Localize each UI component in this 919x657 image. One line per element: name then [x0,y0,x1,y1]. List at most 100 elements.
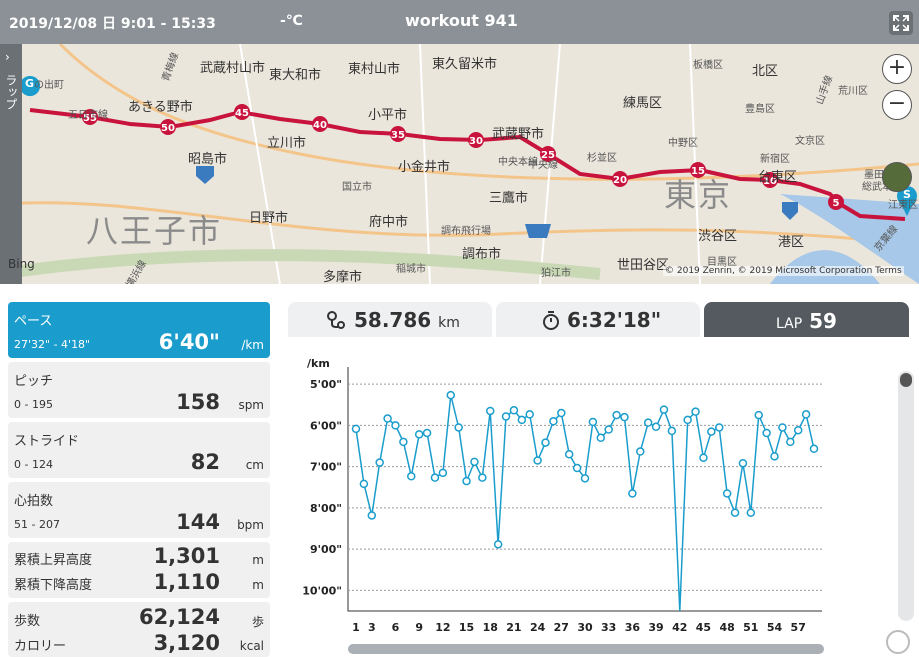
data-point[interactable] [493,540,503,549]
data-point[interactable] [454,423,463,432]
data-point[interactable] [762,428,771,438]
km-marker[interactable] [82,109,98,125]
data-point[interactable] [359,479,369,489]
data-point[interactable] [778,423,787,432]
km-marker[interactable] [160,119,176,135]
place-label: 港区 [778,235,805,250]
km-marker[interactable] [312,116,328,132]
data-point[interactable] [786,437,795,447]
x-tick-label: 15 [459,621,474,634]
data-point[interactable] [667,426,677,436]
data-point[interactable] [375,458,384,467]
data-point[interactable] [628,489,637,498]
data-point[interactable] [509,406,519,415]
data-point[interactable] [383,414,392,423]
tab-lap[interactable]: LAP 59 [704,302,909,337]
data-point[interactable] [722,489,732,498]
data-point[interactable] [643,418,653,427]
data-point[interactable] [588,417,598,427]
data-point[interactable] [557,408,566,418]
scrollbar-thumb[interactable] [900,373,912,387]
tab-distance[interactable]: 58.786 km [288,302,492,337]
stat-heart-rate[interactable]: 心拍数 51 - 207 144 bpm [8,482,270,538]
zoom-out-button[interactable]: − [882,90,912,120]
reset-icon[interactable] [886,630,910,654]
data-point[interactable] [462,476,471,486]
tab-time[interactable]: 6:32'18" [496,302,700,337]
data-point[interactable] [525,410,534,419]
data-point[interactable] [414,430,424,439]
km-marker-label: 40 [313,120,327,131]
fullscreen-icon[interactable] [889,11,913,35]
data-point[interactable] [604,425,613,434]
data-point[interactable] [714,423,724,432]
data-point[interactable] [399,437,408,447]
stat-value: 6'40" [158,330,220,354]
km-marker[interactable] [690,162,706,178]
x-tick-label: 24 [530,621,546,634]
km-marker[interactable] [234,104,250,120]
data-point[interactable] [596,433,606,443]
data-point[interactable] [580,474,590,483]
data-point[interactable] [438,468,448,478]
data-point[interactable] [351,424,361,434]
data-point[interactable] [691,407,700,416]
stat-pace[interactable]: ペース 27'32" - 4'18" 6'40" /km [8,302,270,358]
data-point[interactable] [572,463,582,473]
data-point[interactable] [391,421,400,430]
data-point[interactable] [746,508,756,517]
data-point[interactable] [683,415,692,425]
data-point[interactable] [620,412,629,422]
data-point[interactable] [541,438,550,447]
data-point[interactable] [809,444,819,454]
stat-stride[interactable]: ストライド 0 - 124 82 cm [8,422,270,478]
data-point[interactable] [549,417,558,426]
data-point[interactable] [636,447,645,456]
steps-value: 62,124 [138,605,220,629]
km-marker[interactable] [828,194,844,210]
stat-pitch[interactable]: ピッチ 0 - 195 158 spm [8,362,270,418]
place-label: 中野区 [668,138,698,149]
lap-panel-toggle[interactable]: › ラップ [0,44,22,284]
data-point[interactable] [699,453,708,462]
data-point[interactable] [793,425,803,435]
data-point[interactable] [754,410,763,420]
data-point[interactable] [612,410,621,420]
km-marker[interactable] [612,171,628,187]
data-point[interactable] [430,473,440,482]
km-marker-label: 50 [161,123,175,134]
data-point[interactable] [470,457,479,467]
data-point[interactable] [564,450,574,459]
km-marker-label: 5 [833,198,840,209]
data-point[interactable] [422,428,432,438]
goal-marker[interactable] [20,76,41,106]
route-map[interactable]: 5 10 15 20 25 30 35 40 45 50 55 武蔵村山市 東大和市 東村 [0,44,919,284]
data-point[interactable] [501,412,511,421]
data-point[interactable] [770,452,779,461]
stat-value: 144 [176,510,220,534]
data-point[interactable] [738,458,748,468]
data-point[interactable] [659,405,669,414]
vertical-scrollbar[interactable] [898,371,914,621]
data-point[interactable] [478,473,487,482]
data-point[interactable] [730,508,740,517]
data-point[interactable] [651,422,661,432]
data-point[interactable] [407,472,416,481]
km-marker[interactable] [468,132,484,148]
map-layer-button[interactable] [882,162,912,192]
data-point[interactable] [801,410,811,419]
zoom-in-button[interactable]: + [882,54,912,84]
data-point[interactable] [485,406,495,416]
map-copyright[interactable]: © 2019 Zenrin, © 2019 Microsoft Corporat… [663,266,904,276]
place-label: 稲城市 [396,264,426,275]
data-point[interactable] [367,511,377,520]
km-marker[interactable] [390,126,406,142]
km-marker[interactable] [762,172,778,188]
data-point[interactable] [533,456,542,465]
km-marker[interactable] [540,146,556,162]
data-point[interactable] [517,415,527,425]
y-axis-label: /km [307,357,330,370]
horizontal-scrollbar[interactable] [348,644,824,654]
data-point[interactable] [446,390,456,400]
data-point[interactable] [707,427,716,436]
